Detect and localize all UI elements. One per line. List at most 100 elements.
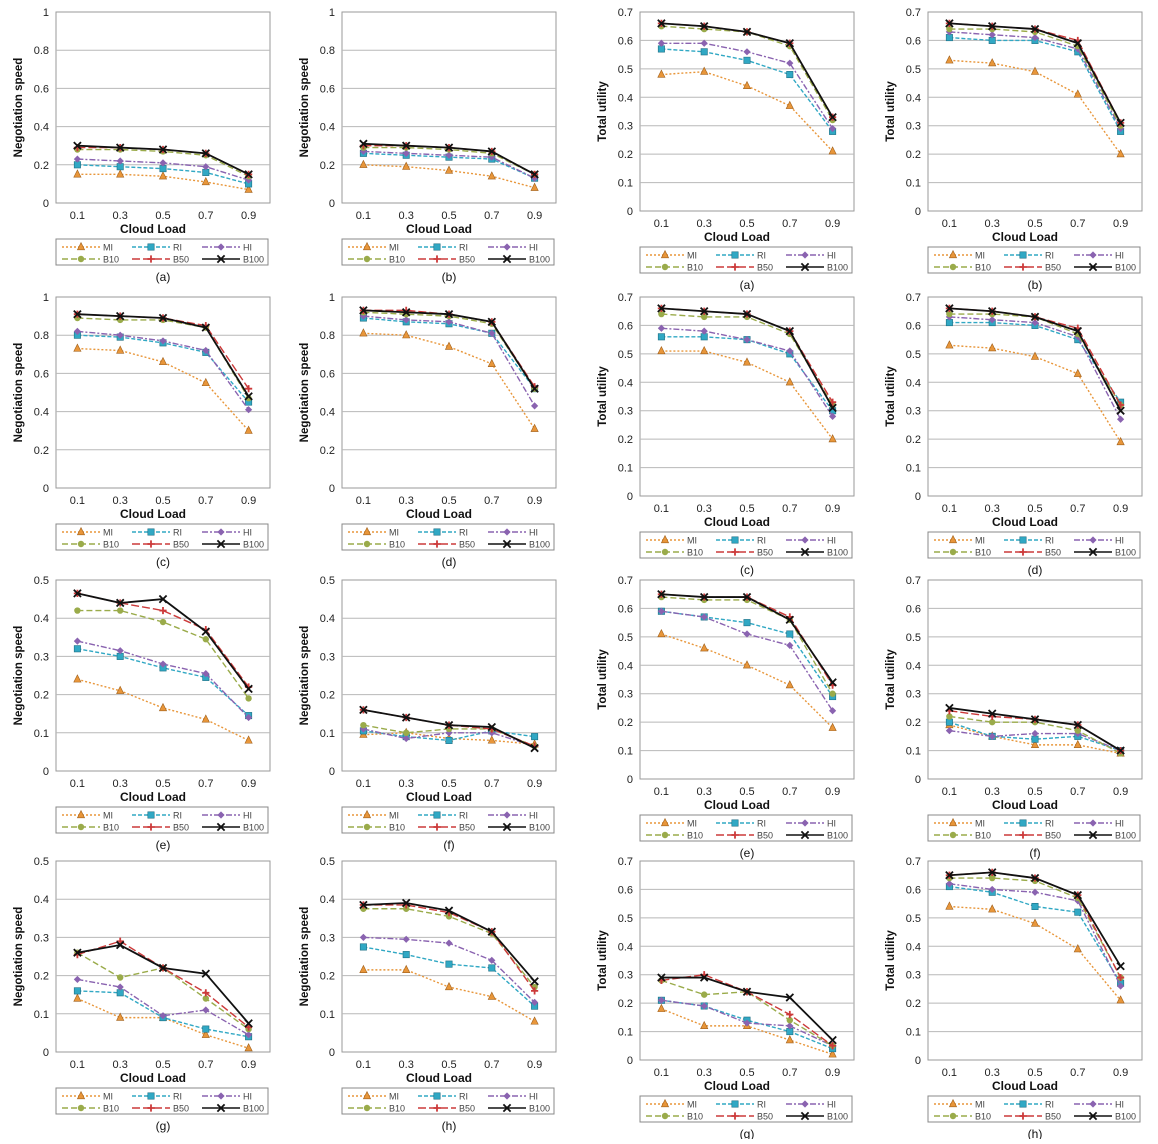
series-line xyxy=(949,59,1122,155)
data-point xyxy=(828,678,837,687)
legend-marker xyxy=(502,822,512,832)
data-point xyxy=(786,630,794,638)
x-tick-label: 0.3 xyxy=(113,778,128,790)
data-point xyxy=(403,729,410,736)
x-tick-label: 0.5 xyxy=(441,495,456,507)
legend-label: MI xyxy=(389,528,399,538)
legend-entry: B50 xyxy=(132,1104,189,1114)
y-tick-label: 0.5 xyxy=(906,64,921,76)
panel-caption: (g) xyxy=(156,1119,171,1133)
data-point xyxy=(989,718,996,726)
legend-entry: B100 xyxy=(1074,831,1136,841)
data-point xyxy=(785,1035,794,1044)
data-point xyxy=(401,713,411,722)
y-tick-label: 0.3 xyxy=(34,932,49,944)
legend-marker xyxy=(660,1098,670,1108)
data-point xyxy=(445,939,453,947)
data-point xyxy=(945,880,953,888)
data-point xyxy=(245,1023,253,1031)
legend-marker xyxy=(1089,251,1097,259)
data-point xyxy=(828,1035,837,1045)
legend-label: MI xyxy=(975,819,985,829)
data-point xyxy=(488,956,496,964)
data-point xyxy=(159,159,167,167)
data-point xyxy=(743,336,751,344)
legend-label: HI xyxy=(243,811,252,821)
legend-entry: B10 xyxy=(646,831,703,841)
legend-label: RI xyxy=(757,251,766,261)
legend-marker xyxy=(731,819,739,827)
legend-label: HI xyxy=(529,243,538,253)
plot-area xyxy=(341,11,557,204)
y-axis-label: Total utility xyxy=(597,366,609,427)
legend-box xyxy=(341,1087,555,1115)
legend-label: MI xyxy=(975,536,985,546)
legend-marker xyxy=(363,255,371,263)
legend-marker xyxy=(502,254,512,264)
data-point xyxy=(359,725,367,733)
legend-label: B10 xyxy=(389,540,405,550)
data-point xyxy=(988,732,996,740)
data-point xyxy=(988,885,996,894)
y-tick-label: 0.7 xyxy=(906,7,921,19)
data-point xyxy=(116,169,125,178)
data-point xyxy=(699,306,709,316)
series-mi xyxy=(945,55,1125,158)
data-point xyxy=(657,345,666,355)
y-tick-label: 0 xyxy=(915,774,921,786)
data-point xyxy=(657,973,666,982)
series-mi xyxy=(73,674,253,744)
y-tick-label: 1 xyxy=(329,292,335,304)
legend-label: B50 xyxy=(1045,548,1061,558)
y-tick-label: 0.1 xyxy=(618,1027,633,1039)
data-point xyxy=(73,141,82,150)
y-tick-label: 0.1 xyxy=(618,463,633,475)
data-point xyxy=(786,347,794,355)
data-point xyxy=(202,995,209,1002)
data-point xyxy=(742,309,752,319)
legend: MI RI HI B10 B50 B100 xyxy=(55,806,269,834)
data-point xyxy=(530,977,539,986)
legend-entry: B50 xyxy=(418,823,475,833)
data-point xyxy=(945,727,953,735)
data-point xyxy=(158,356,168,366)
legend-marker xyxy=(503,811,511,819)
y-tick-label: 0 xyxy=(329,198,335,210)
y-tick-label: 0.5 xyxy=(618,913,633,925)
legend-label: B100 xyxy=(827,831,848,841)
data-point xyxy=(444,341,454,350)
data-point xyxy=(530,1016,539,1025)
series-b100 xyxy=(73,309,253,401)
y-tick-label: 0.5 xyxy=(618,64,633,76)
data-point xyxy=(116,1012,125,1021)
y-tick-label: 0.3 xyxy=(618,689,633,701)
legend-marker xyxy=(1019,548,1027,556)
data-point xyxy=(201,377,210,387)
plot-area xyxy=(927,11,1143,212)
legend-marker xyxy=(362,241,372,251)
y-tick-label: 0 xyxy=(43,483,49,495)
data-point xyxy=(1074,908,1082,916)
y-tick-label: 0.3 xyxy=(618,970,633,982)
legend-marker xyxy=(731,251,739,259)
data-point xyxy=(1116,961,1125,971)
legend-marker xyxy=(147,540,155,548)
data-point xyxy=(116,331,124,339)
series-mi xyxy=(73,343,253,434)
data-point xyxy=(73,169,82,178)
chart-panel: 0 0.1 0.2 0.3 0.4 0.5 0.6 0.7 0.1 0.3 0.5 0.7 0.9 Clo… xyxy=(597,575,855,860)
data-point xyxy=(945,718,953,726)
legend-marker xyxy=(217,1092,225,1100)
chart-panel: 0 0.1 0.2 0.3 0.4 0.5 0.6 0.7 0.1 0.3 0.5 0.7 0.9 Clo… xyxy=(885,7,1143,292)
data-point xyxy=(531,733,539,741)
series-line xyxy=(949,905,1122,1001)
chart-panel: 0 0.2 0.4 0.6 0.8 1 0.1 0.3 0.5 0.7 0.9 Cloud Load N… xyxy=(13,7,271,284)
legend-marker xyxy=(433,540,441,548)
data-point xyxy=(1116,436,1125,446)
legend-entry: B50 xyxy=(716,1112,773,1122)
data-point xyxy=(202,1025,210,1033)
legend-marker xyxy=(216,822,226,832)
data-point xyxy=(73,993,82,1002)
y-axis-label: Negotiation speed xyxy=(13,58,25,158)
x-tick-label: 0.5 xyxy=(1027,218,1042,230)
